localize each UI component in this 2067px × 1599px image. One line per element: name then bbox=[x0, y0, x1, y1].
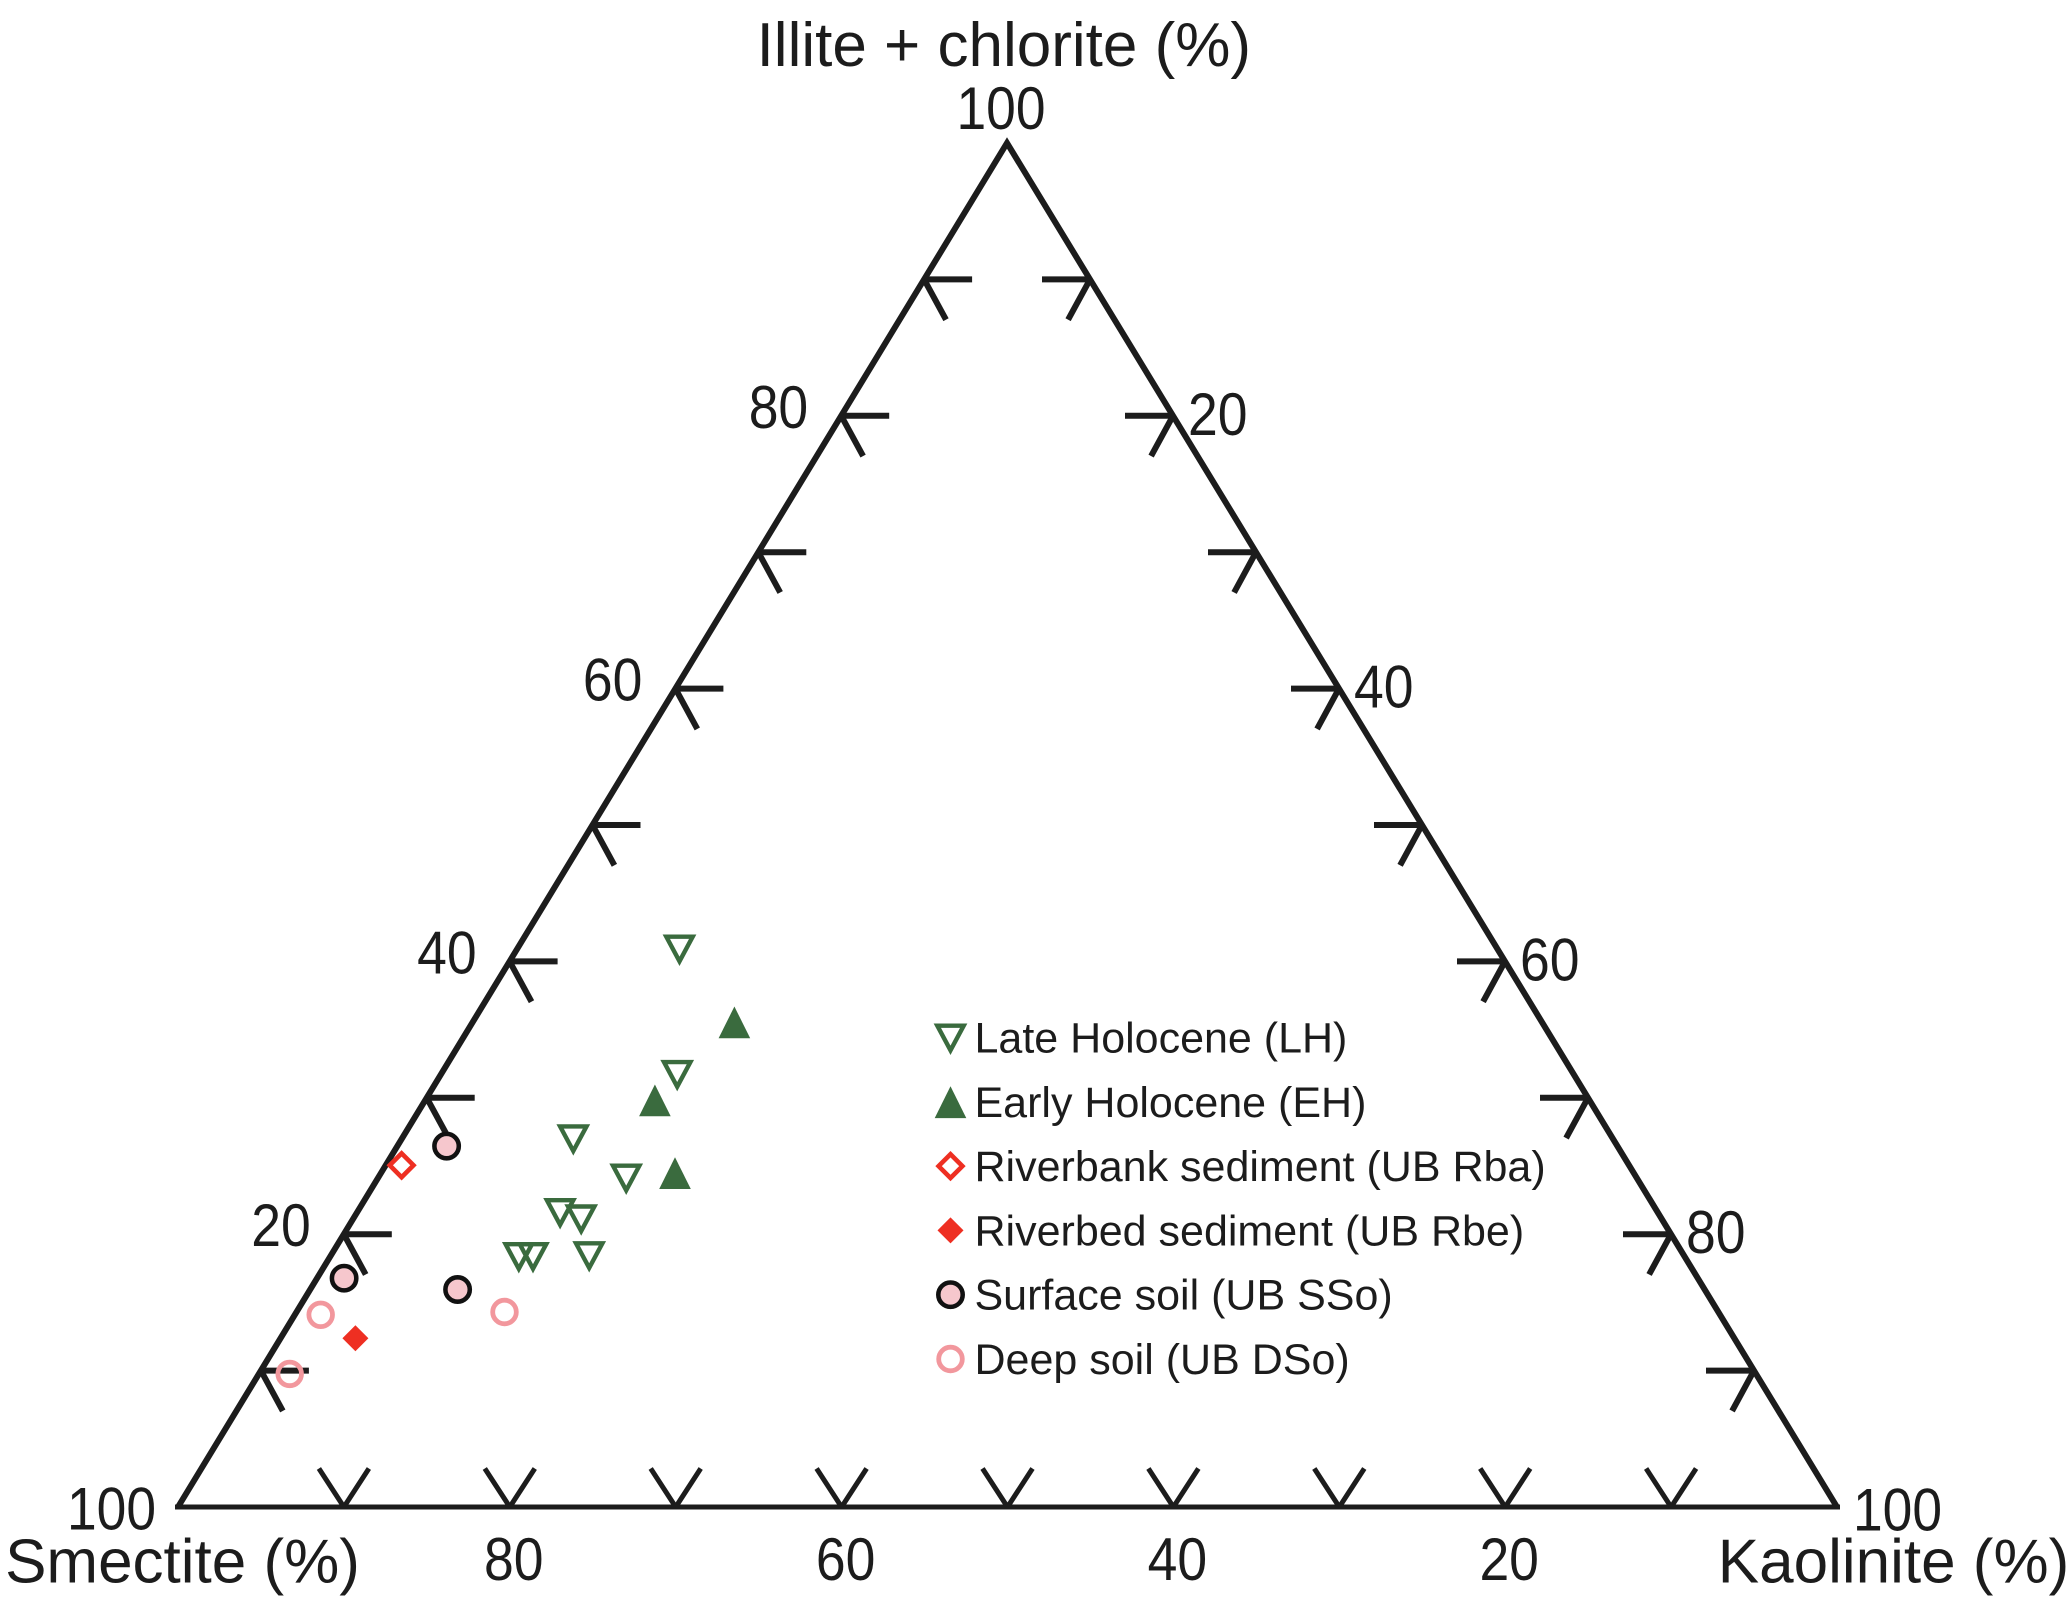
svg-text:40: 40 bbox=[1148, 1526, 1208, 1593]
svg-text:60: 60 bbox=[1520, 926, 1580, 993]
svg-text:20: 20 bbox=[1479, 1526, 1539, 1593]
svg-text:Surface soil (UB SSo): Surface soil (UB SSo) bbox=[975, 1272, 1393, 1320]
svg-text:Illite + chlorite (%): Illite + chlorite (%) bbox=[757, 11, 1251, 80]
svg-text:100: 100 bbox=[67, 1476, 156, 1543]
svg-text:Late Holocene (LH): Late Holocene (LH) bbox=[975, 1015, 1348, 1063]
svg-text:Kaolinite (%): Kaolinite (%) bbox=[1718, 1528, 2067, 1597]
svg-text:60: 60 bbox=[816, 1526, 876, 1593]
svg-text:Riverbed sediment (UB Rbe): Riverbed sediment (UB Rbe) bbox=[975, 1207, 1525, 1255]
svg-text:20: 20 bbox=[251, 1192, 311, 1259]
svg-text:Riverbank sediment (UB Rba): Riverbank sediment (UB Rba) bbox=[975, 1143, 1546, 1191]
svg-text:80: 80 bbox=[749, 374, 809, 441]
svg-text:Deep soil (UB DSo): Deep soil (UB DSo) bbox=[975, 1336, 1350, 1384]
svg-text:80: 80 bbox=[484, 1526, 544, 1593]
svg-text:100: 100 bbox=[1853, 1477, 1942, 1544]
svg-text:100: 100 bbox=[957, 75, 1046, 142]
svg-text:20: 20 bbox=[1188, 381, 1248, 448]
svg-text:60: 60 bbox=[583, 647, 643, 714]
svg-text:Early Holocene (EH): Early Holocene (EH) bbox=[975, 1079, 1367, 1127]
svg-text:Smectite (%): Smectite (%) bbox=[5, 1528, 360, 1597]
svg-text:80: 80 bbox=[1686, 1199, 1746, 1266]
svg-text:40: 40 bbox=[1354, 654, 1414, 721]
svg-text:40: 40 bbox=[417, 919, 477, 986]
